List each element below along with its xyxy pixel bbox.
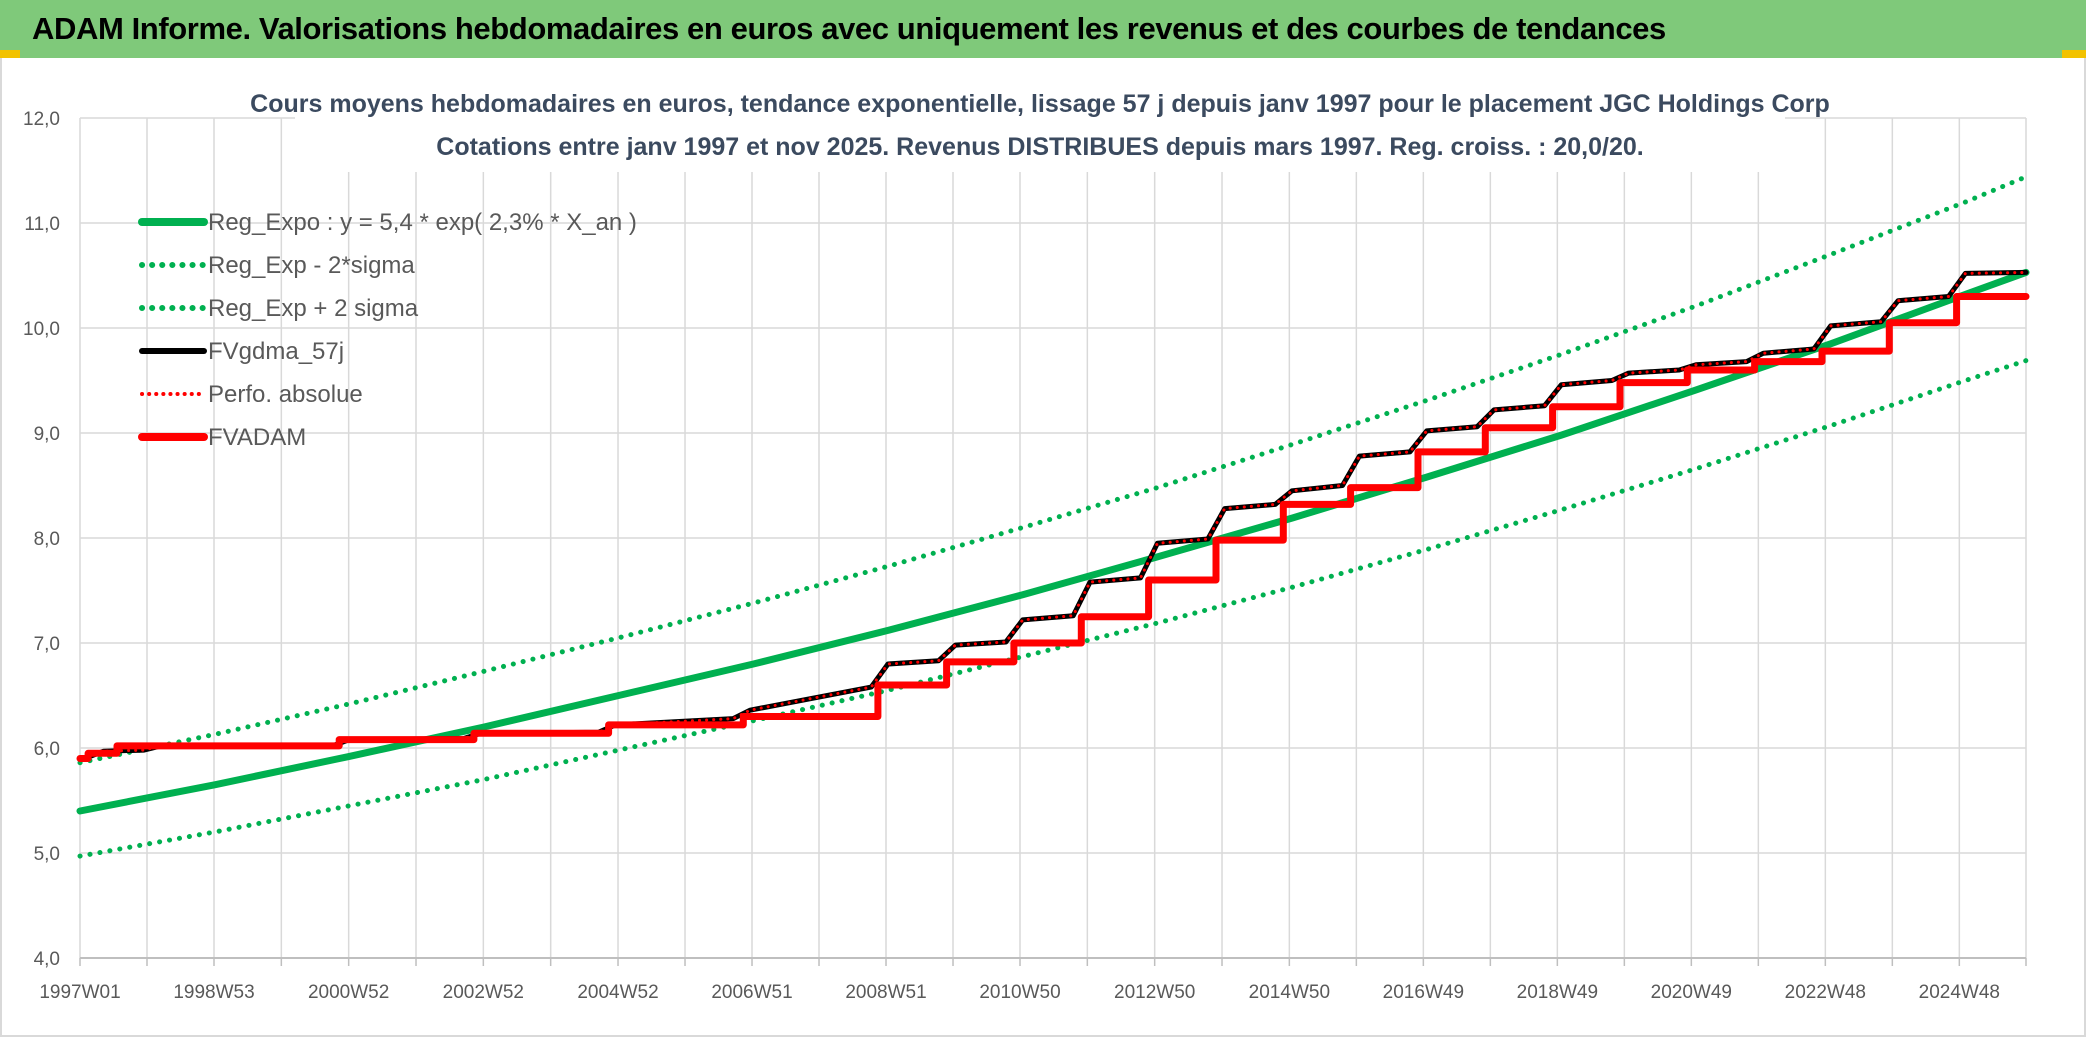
y-tick-label: 6,0: [34, 739, 60, 760]
legend: Reg_Expo : y = 5,4 * exp( 2,3% * X_an ) R…: [138, 209, 637, 451]
y-tick-label: 9,0: [34, 424, 60, 445]
title-backdrop: [295, 84, 1785, 172]
chart-frame: [0, 58, 2086, 1037]
series-line-5: [76, 293, 2030, 762]
corner-accent-left: [0, 50, 20, 58]
series-line-1: [77, 358, 2029, 859]
legend-label: FVADAM: [208, 424, 306, 451]
chart-title: Cours moyens hebdomadaires en euros, ten…: [250, 90, 1830, 118]
report-title: ADAM Informe. Valorisations hebdomadaire…: [32, 11, 1666, 46]
x-tick-label: 2010W50: [979, 982, 1060, 1003]
x-tick-label: 2006W51: [711, 982, 792, 1003]
x-tick-label: 2004W52: [577, 982, 658, 1003]
legend-label: Reg_Exp - 2*sigma: [208, 252, 415, 279]
series-lines: [76, 174, 2030, 859]
x-tick-label: 2000W52: [308, 982, 389, 1003]
x-tick-label: 1998W53: [173, 982, 254, 1003]
legend-label: Reg_Exp + 2 sigma: [208, 295, 419, 322]
series-line-2: [77, 174, 2029, 766]
x-tick-label: 2016W49: [1383, 982, 1464, 1003]
y-tick-label: 11,0: [24, 214, 60, 235]
y-axis-ticks: 4,0 5,0 6,0 7,0 8,0 9,0 10,0 11,0 12,0: [23, 109, 60, 970]
corner-accent-right: [2062, 50, 2086, 58]
x-tick-label: 1997W01: [39, 982, 120, 1003]
y-tick-label: 10,0: [23, 319, 60, 340]
grid-lines: [79, 117, 2027, 959]
x-tick-label: 2002W52: [443, 982, 524, 1003]
legend-label: Perfo. absolue: [208, 381, 363, 408]
y-tick-label: 12,0: [23, 109, 60, 130]
y-tick-label: 4,0: [34, 949, 60, 970]
y-tick-label: 7,0: [34, 634, 60, 655]
series-line-3: [77, 269, 2029, 761]
x-tick-label: 2014W50: [1249, 982, 1330, 1003]
x-tick-label: 2018W49: [1517, 982, 1598, 1003]
x-tick-label: 2024W48: [1919, 982, 2000, 1003]
x-tick-label: 2008W51: [845, 982, 926, 1003]
series-line-0: [76, 268, 2030, 815]
legend-label: FVgdma_57j: [208, 338, 344, 365]
y-tick-label: 5,0: [34, 844, 60, 865]
x-axis-ticks: 1997W01 1998W53 2000W52 2002W52 2004W52 2006W…: [39, 958, 2027, 1003]
x-tick-label: 2020W49: [1651, 982, 1732, 1003]
report-banner: ADAM Informe. Valorisations hebdomadaire…: [0, 0, 2086, 58]
x-tick-label: 2022W48: [1785, 982, 1866, 1003]
x-tick-label: 2012W50: [1114, 982, 1195, 1003]
y-tick-label: 8,0: [34, 529, 60, 550]
series-line-4: [78, 270, 2028, 760]
chart-subtitle: Cotations entre janv 1997 et nov 2025. R…: [436, 133, 1643, 161]
legend-label: Reg_Expo : y = 5,4 * exp( 2,3% * X_an ): [208, 209, 637, 236]
